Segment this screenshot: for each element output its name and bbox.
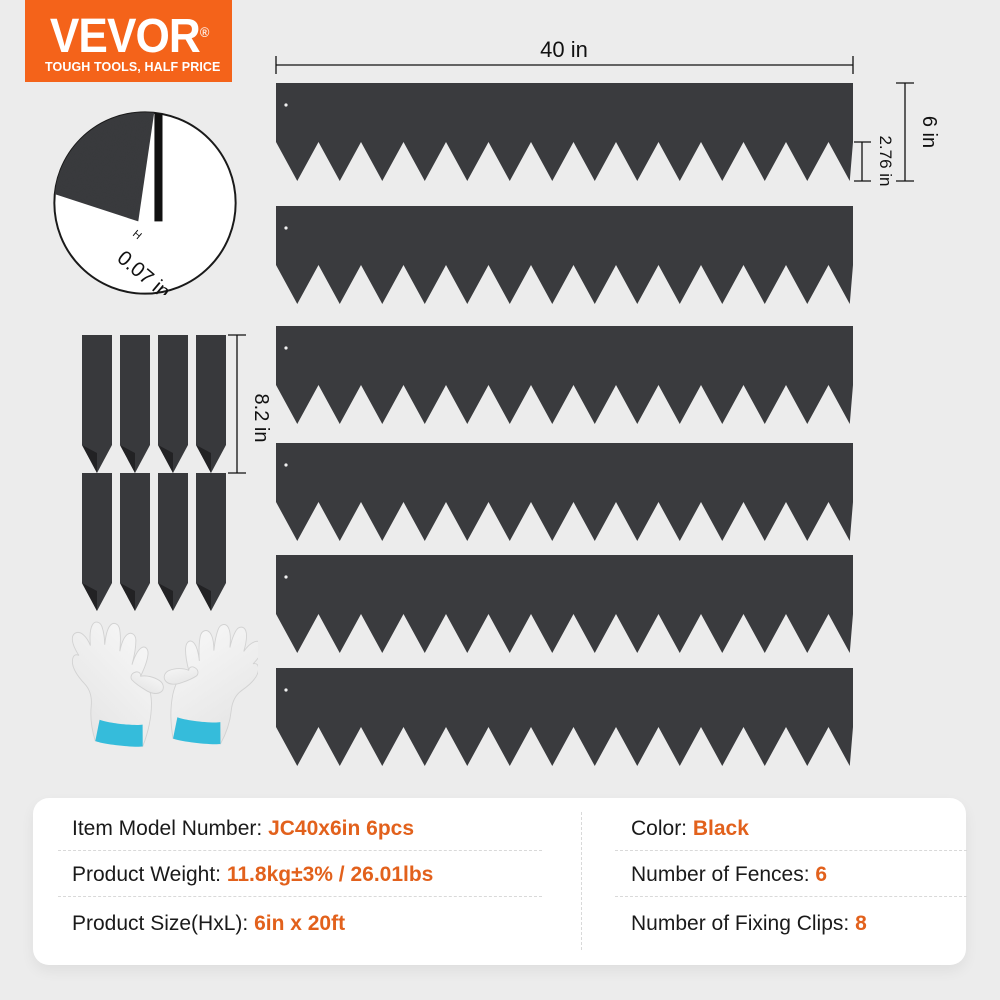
svg-text:2.76 in: 2.76 in [876,135,895,186]
svg-text:6 in: 6 in [918,116,940,148]
svg-text:40 in: 40 in [540,37,588,62]
